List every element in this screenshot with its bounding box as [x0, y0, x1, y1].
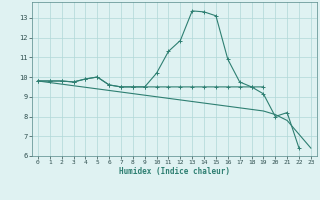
- X-axis label: Humidex (Indice chaleur): Humidex (Indice chaleur): [119, 167, 230, 176]
